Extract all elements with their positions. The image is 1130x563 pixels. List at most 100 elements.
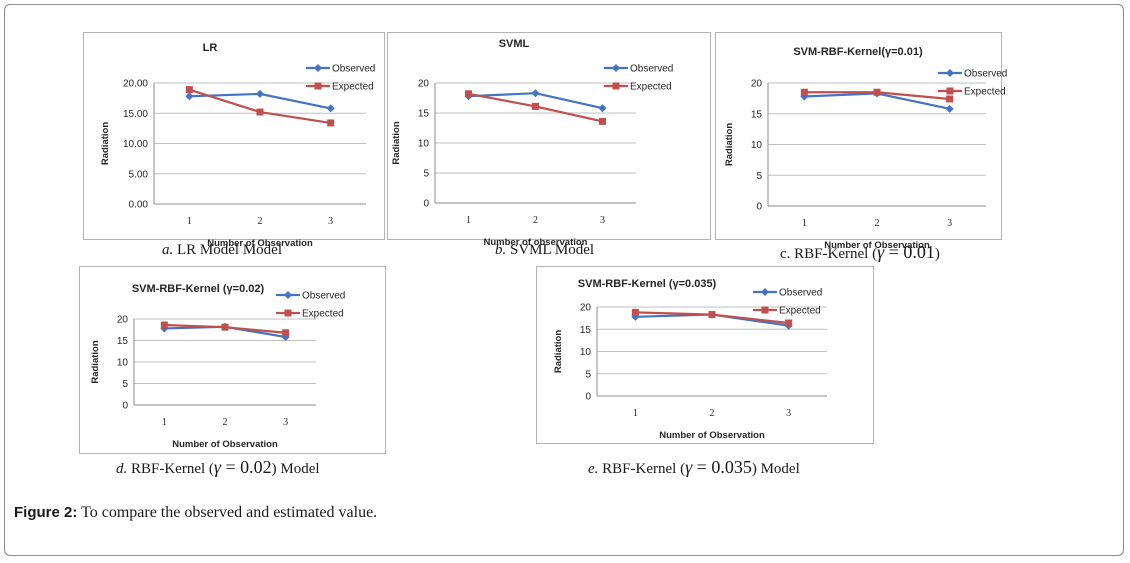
caption-e-close: ): [751, 461, 757, 477]
x-tick-label: 3: [283, 417, 288, 428]
y-axis-title: Radiation: [391, 121, 402, 164]
legend-marker-expected: [284, 309, 292, 317]
x-tick-label: 3: [600, 215, 605, 226]
data-point-expected: [785, 319, 793, 327]
y-tick-label: 0: [756, 202, 762, 213]
y-tick-label: 10: [418, 139, 430, 150]
caption-b: b. SVML Model: [495, 242, 594, 259]
chart-svml: 0 5 10 15 20 1 2 3 Number of observation Radiatio…: [391, 38, 673, 248]
data-point-expected: [599, 117, 606, 125]
caption-d: d. RBF-Kernel (γ = 0.02) Model: [116, 457, 320, 478]
chart-title: SVM-RBF-Kernel (γ=0.035): [578, 278, 717, 290]
legend-marker-expected: [314, 82, 322, 90]
caption-d-gamma: γ: [213, 457, 221, 477]
legend-label-observed: Observed: [630, 64, 673, 75]
y-tick-label: 0: [585, 392, 591, 403]
data-point-expected: [532, 102, 539, 110]
figure-caption-text: To compare the observed and estimated va…: [81, 504, 378, 521]
figure-frame: [4, 4, 1124, 556]
x-tick-label: 1: [466, 215, 471, 226]
caption-d-suffix: Model: [276, 461, 320, 477]
caption-e-value: = 0.035: [692, 457, 752, 477]
caption-e-label: e.: [588, 461, 599, 477]
y-tick-label: 15.00: [123, 109, 148, 120]
y-tick-label: 20.00: [123, 79, 148, 90]
chart-title: SVM-RBF-Kernel (γ=0.02): [132, 283, 265, 295]
data-point-expected: [465, 90, 472, 98]
data-point-expected: [185, 86, 193, 94]
x-tick-label: 2: [223, 417, 228, 428]
y-tick-label: 20: [751, 79, 763, 90]
x-tick-label: 3: [947, 218, 952, 229]
chart-panel-rbf-002: 0 5 10 15 20 1 2 3 Number of Observation Radiatio…: [79, 266, 386, 454]
legend-marker-observed: [946, 69, 954, 77]
legend-marker-observed: [284, 291, 292, 299]
data-point-observed: [945, 104, 954, 113]
data-point-expected: [873, 88, 881, 96]
legend-label-expected: Expected: [332, 82, 374, 93]
caption-c-label: c.: [780, 246, 791, 262]
data-point-expected: [221, 323, 229, 331]
chart-lr: 0.00 5.00 10.00 15.00 20.00 1 2 3 Number of Obse…: [100, 42, 375, 249]
data-point-observed: [185, 92, 194, 101]
data-point-expected: [708, 311, 716, 319]
y-axis-title: Radiation: [90, 340, 101, 383]
y-tick-label: 10: [580, 347, 592, 358]
caption-c: c. RBF-Kernel (γ = 0.01): [780, 242, 940, 263]
x-tick-label: 3: [786, 408, 791, 419]
legend-marker-observed: [314, 64, 322, 72]
legend-marker-observed: [612, 64, 620, 72]
chart-title: SVML: [499, 38, 530, 50]
chart-panel-lr: 0.00 5.00 10.00 15.00 20.00 1 2 3 Number of Obse…: [83, 32, 385, 249]
caption-c-gamma: γ: [877, 242, 885, 262]
legend-label-observed: Observed: [302, 291, 345, 302]
y-axis-title: Radiation: [553, 330, 564, 373]
y-tick-label: 5: [585, 369, 591, 380]
legend-label-expected: Expected: [964, 87, 1006, 98]
legend-label-expected: Expected: [779, 306, 821, 317]
y-tick-label: 10: [751, 140, 763, 151]
chart-rbf-001: 0 5 10 15 20 1 2 3 Number of Observation Radiatio…: [724, 46, 1007, 251]
caption-e-gamma: γ: [685, 457, 693, 477]
legend-marker-observed: [761, 288, 769, 296]
y-axis-title: Radiation: [100, 122, 111, 165]
data-point-observed: [326, 104, 335, 113]
caption-e-open: RBF-Kernel (: [602, 461, 686, 477]
caption-a-text: LR Model Model: [177, 242, 282, 258]
y-tick-label: 0: [423, 199, 429, 210]
x-axis-title: Number of Observation: [659, 430, 765, 441]
caption-d-close: ): [271, 461, 277, 477]
data-point-expected: [160, 321, 168, 329]
y-tick-label: 20: [117, 315, 129, 326]
x-tick-label: 2: [258, 216, 263, 227]
y-tick-label: 0: [122, 401, 128, 412]
x-tick-label: 2: [533, 215, 538, 226]
x-axis-title: Number of observation: [484, 237, 588, 248]
chart-title: LR: [203, 42, 218, 54]
x-tick-label: 1: [802, 218, 807, 229]
caption-a-label: a.: [162, 242, 174, 258]
caption-c-value: = 0.01: [884, 242, 935, 262]
x-tick-label: 3: [328, 216, 333, 227]
y-tick-label: 15: [117, 336, 129, 347]
chart-panel-svml: 0 5 10 15 20 1 2 3 Number of observation Radiatio…: [387, 32, 711, 248]
y-tick-label: 20: [580, 303, 592, 314]
y-tick-label: 20: [418, 79, 430, 90]
caption-a: a. LR Model Model: [162, 242, 282, 259]
x-axis-title: Number of Observation: [824, 240, 930, 251]
y-axis-title: Radiation: [724, 123, 735, 166]
data-point-expected: [946, 95, 954, 103]
data-point-expected: [327, 119, 335, 127]
y-tick-label: 10.00: [123, 139, 148, 150]
chart-panel-rbf-0035: 0 5 10 15 20 1 2 3 Number of Observation Radiatio…: [536, 266, 874, 444]
caption-d-label: d.: [116, 461, 128, 477]
data-point-expected: [631, 308, 639, 316]
data-point-expected: [256, 108, 264, 116]
caption-d-open: RBF-Kernel (: [131, 461, 214, 477]
y-tick-label: 5: [756, 171, 762, 182]
x-axis-title: Number of Observation: [172, 439, 278, 450]
y-tick-label: 5: [423, 169, 429, 180]
legend-label-observed: Observed: [779, 288, 822, 299]
x-axis-title: Number of Observation: [207, 238, 313, 249]
y-tick-label: 0.00: [129, 200, 149, 211]
